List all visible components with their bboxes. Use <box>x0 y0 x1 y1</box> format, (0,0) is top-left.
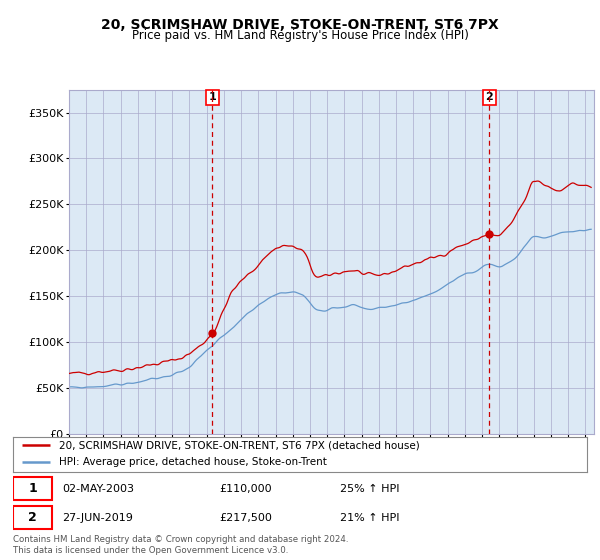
Text: HPI: Average price, detached house, Stoke-on-Trent: HPI: Average price, detached house, Stok… <box>59 458 327 468</box>
Text: Contains HM Land Registry data © Crown copyright and database right 2024.
This d: Contains HM Land Registry data © Crown c… <box>13 535 349 555</box>
Text: 20, SCRIMSHAW DRIVE, STOKE-ON-TRENT, ST6 7PX: 20, SCRIMSHAW DRIVE, STOKE-ON-TRENT, ST6… <box>101 18 499 32</box>
Text: 1: 1 <box>209 92 217 102</box>
FancyBboxPatch shape <box>13 477 52 500</box>
Text: £110,000: £110,000 <box>220 484 272 494</box>
Text: 1: 1 <box>28 482 37 495</box>
Text: £217,500: £217,500 <box>220 512 272 522</box>
Text: 21% ↑ HPI: 21% ↑ HPI <box>340 512 400 522</box>
Text: 20, SCRIMSHAW DRIVE, STOKE-ON-TRENT, ST6 7PX (detached house): 20, SCRIMSHAW DRIVE, STOKE-ON-TRENT, ST6… <box>59 440 420 450</box>
FancyBboxPatch shape <box>13 506 52 529</box>
Text: 25% ↑ HPI: 25% ↑ HPI <box>340 484 400 494</box>
Text: 02-MAY-2003: 02-MAY-2003 <box>62 484 134 494</box>
Text: Price paid vs. HM Land Registry's House Price Index (HPI): Price paid vs. HM Land Registry's House … <box>131 29 469 42</box>
Text: 27-JUN-2019: 27-JUN-2019 <box>62 512 133 522</box>
Text: 2: 2 <box>485 92 493 102</box>
Text: 2: 2 <box>28 511 37 524</box>
